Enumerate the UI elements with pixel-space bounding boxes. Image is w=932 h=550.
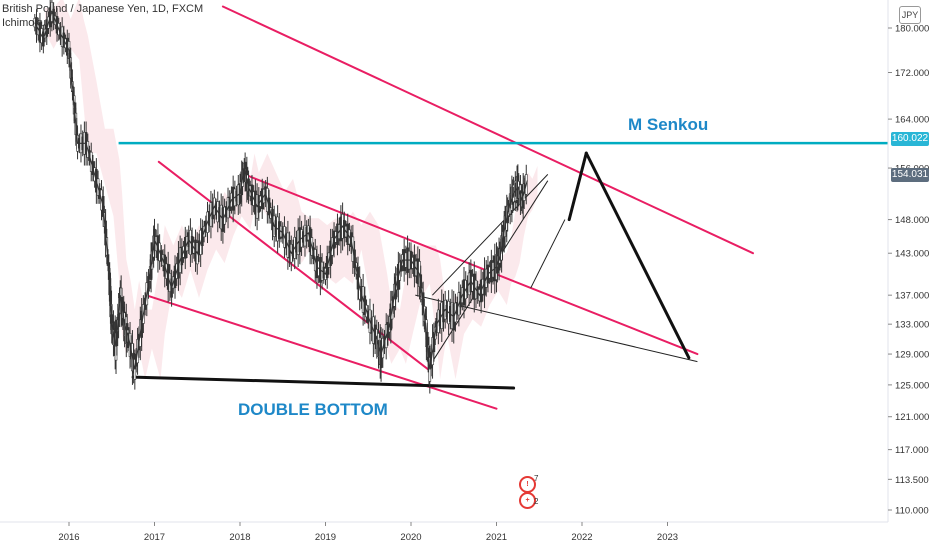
x-tick-label: 2023 <box>657 532 678 543</box>
chart-legend: British Pound / Japanese Yen, 1D, FXCM I… <box>2 2 203 30</box>
uk-flag-icon[interactable]: + <box>519 492 536 509</box>
x-tick-label: 2016 <box>58 532 79 543</box>
projection-trend-line <box>584 151 691 360</box>
projection-trend-line <box>567 151 588 222</box>
resistance-price-tag: 160.022 <box>891 132 929 146</box>
double-bottom-label: DOUBLE BOTTOM <box>238 400 388 419</box>
indicator-name[interactable]: Ichimoku <box>2 17 47 29</box>
annotations: M Senkou DOUBLE BOTTOM <box>238 115 708 419</box>
y-tick-label: 164.000 <box>895 115 929 126</box>
y-tick-label: 148.000 <box>895 215 929 226</box>
x-tick-label: 2019 <box>315 532 336 543</box>
y-tick-label: 117.000 <box>895 445 929 456</box>
y-tick-label: 143.000 <box>895 249 929 260</box>
y-tick-label: 129.000 <box>895 350 929 361</box>
chart-background <box>0 0 888 522</box>
x-tick-label: 2017 <box>144 532 165 543</box>
support-trend-line <box>131 375 516 390</box>
event-count-economic: 7 <box>534 474 539 483</box>
x-tick-label: 2021 <box>486 532 507 543</box>
y-tick-label: 125.000 <box>895 380 929 391</box>
price-axis[interactable]: 110.000 113.500 117.000 121.000 125.000 129.0… <box>888 24 929 517</box>
y-tick-label: 110.000 <box>895 506 929 517</box>
y-tick-label: 172.000 <box>895 68 929 79</box>
time-axis[interactable]: 2016 2017 2018 2019 2020 2021 2022 2023 <box>58 522 678 543</box>
rising-channel-upper <box>432 174 549 296</box>
y-tick-label: 137.000 <box>895 291 929 302</box>
symbol-title: British Pound / Japanese Yen, 1D, FXCM <box>2 3 204 15</box>
price-line <box>34 10 528 370</box>
event-count-uk: 2 <box>534 497 539 506</box>
x-tick-label: 2020 <box>400 532 421 543</box>
x-tick-label: 2022 <box>571 532 592 543</box>
rising-channel-extension <box>530 219 566 289</box>
last-price-tag: 154.031 <box>891 168 929 182</box>
channel-trend-line <box>144 294 498 410</box>
m-senkou-label: M Senkou <box>628 115 708 134</box>
x-tick-label: 2018 <box>229 532 250 543</box>
channel-trend-line <box>221 5 754 255</box>
currency-badge[interactable]: JPY <box>899 6 921 24</box>
price-series <box>33 0 528 394</box>
y-tick-label: 133.000 <box>895 320 929 331</box>
y-tick-label: 121.000 <box>895 412 929 423</box>
y-tick-label: 113.500 <box>895 475 929 486</box>
y-tick-label: 180.000 <box>895 24 929 35</box>
